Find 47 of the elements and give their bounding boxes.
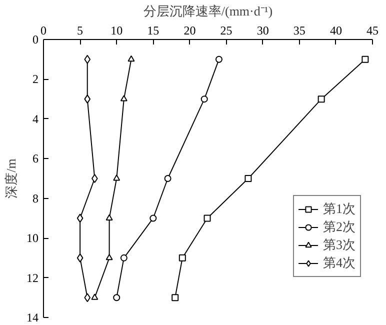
point [120, 254, 128, 262]
legend-label: 第3次 [323, 236, 356, 254]
legend-label: 第4次 [323, 254, 356, 272]
point [113, 294, 120, 302]
point [106, 254, 113, 260]
point [76, 214, 84, 223]
y-tick-label: 8 [32, 191, 38, 206]
point [113, 174, 120, 181]
point [178, 254, 186, 262]
y-tick-label: 6 [32, 152, 38, 166]
y-tick-label: 12 [26, 270, 38, 285]
point [172, 294, 179, 302]
x-tick-label: 10 [110, 24, 123, 38]
point [215, 56, 222, 63]
x-axis-title: 分层沉降速率/(mm·d⁻¹) [143, 4, 273, 18]
point [76, 253, 84, 262]
x-tick-label: 45 [366, 24, 378, 38]
legend-label: 第1次 [323, 200, 356, 218]
x-tick-label: 5 [77, 24, 84, 38]
x-tick-label: 30 [256, 24, 269, 38]
x-tick-label: 20 [184, 24, 196, 38]
legend-label: 第2次 [323, 218, 356, 236]
x-tick-label: 25 [220, 24, 232, 38]
y-tick-label: 2 [32, 72, 38, 86]
point [204, 214, 211, 222]
x-tick-label: 35 [293, 24, 306, 38]
point [84, 94, 91, 104]
y-tick-label: 14 [26, 310, 38, 324]
y-axis-title: 深度/m [4, 158, 18, 198]
point [244, 175, 252, 182]
x-tick-label: 15 [147, 24, 160, 38]
point [362, 56, 369, 63]
point [128, 55, 135, 62]
y-tick-label: 0 [32, 32, 38, 46]
y-tick-label: 4 [32, 112, 38, 126]
point [92, 174, 98, 183]
point [200, 96, 208, 103]
point [91, 294, 98, 300]
point [106, 214, 113, 220]
y-tick-label: 10 [26, 231, 38, 246]
point [84, 54, 91, 64]
point [150, 214, 157, 222]
point [120, 95, 128, 102]
point [84, 293, 91, 302]
x-tick-label: 40 [330, 24, 342, 38]
point [318, 96, 325, 103]
point [164, 175, 172, 182]
